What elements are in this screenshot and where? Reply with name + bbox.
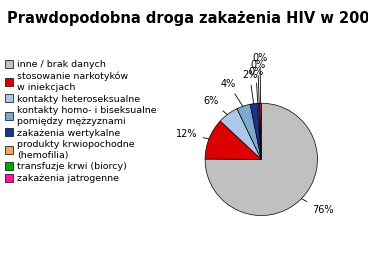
Text: 0%: 0%	[252, 53, 268, 103]
Wedge shape	[220, 109, 261, 159]
Wedge shape	[205, 103, 318, 216]
Text: 12%: 12%	[176, 129, 209, 139]
Legend: inne / brak danych, stosowanie narkotyków
w iniekcjach, kontakty heteroseksualne: inne / brak danych, stosowanie narkotykó…	[5, 60, 157, 183]
Wedge shape	[257, 103, 261, 159]
Wedge shape	[260, 103, 261, 159]
Wedge shape	[205, 121, 261, 159]
Text: 6%: 6%	[204, 96, 227, 115]
Text: 0%: 0%	[248, 68, 263, 103]
Text: 4%: 4%	[221, 79, 243, 106]
Text: 0%: 0%	[250, 60, 265, 103]
Wedge shape	[250, 103, 261, 159]
Wedge shape	[237, 104, 261, 159]
Text: Prawdopodobna droga zakażenia HIV w 2006 r.: Prawdopodobna droga zakażenia HIV w 2006…	[7, 11, 368, 26]
Text: 2%: 2%	[242, 70, 257, 104]
Wedge shape	[258, 103, 261, 159]
Text: 76%: 76%	[301, 199, 333, 215]
